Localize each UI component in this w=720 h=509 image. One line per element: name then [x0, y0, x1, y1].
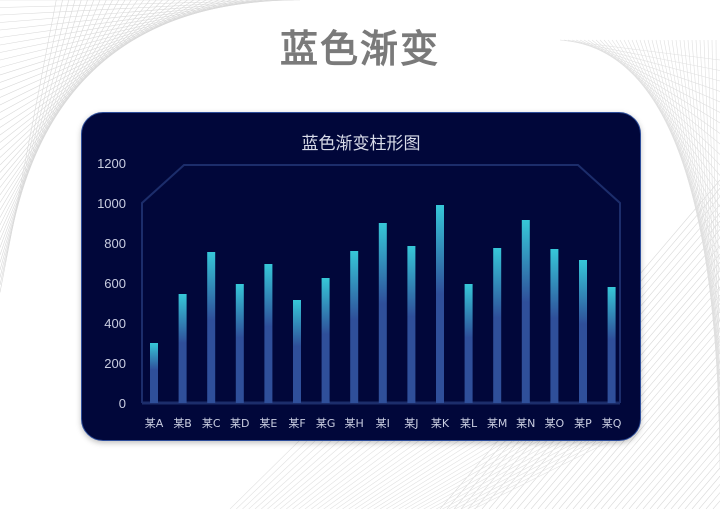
bar[interactable]	[407, 246, 416, 403]
bar[interactable]	[235, 284, 244, 403]
bar[interactable]	[607, 287, 616, 403]
x-tick-label: 某K	[431, 417, 450, 430]
chart-title: 蓝色渐变柱形图	[301, 134, 421, 154]
chart-card: 蓝色渐变柱形图 0 200 400 600 800 1000 1200 某A 某B 某C 某D 某E 某…	[81, 112, 641, 441]
y-tick-label: 600	[104, 276, 126, 291]
bar[interactable]	[293, 300, 301, 403]
bar[interactable]	[207, 252, 216, 403]
x-tick-label: 某F	[288, 417, 305, 430]
bar[interactable]	[493, 248, 502, 403]
bar[interactable]	[521, 220, 530, 403]
bar[interactable]	[436, 205, 444, 403]
x-tick-label: 某E	[259, 417, 277, 430]
y-tick-label: 200	[104, 356, 126, 371]
x-tick-label: 某O	[545, 417, 565, 430]
page-title: 蓝色渐变	[279, 27, 440, 71]
x-tick-label: 某N	[516, 417, 535, 430]
bar[interactable]	[550, 249, 559, 403]
x-tick-label: 某C	[202, 417, 221, 430]
bar[interactable]	[178, 294, 187, 403]
x-tick-label: 某D	[230, 417, 249, 430]
bar[interactable]	[150, 343, 158, 403]
bar[interactable]	[464, 284, 473, 403]
x-tick-label: 某B	[173, 417, 192, 430]
x-tick-label: 某J	[404, 417, 418, 430]
x-tick-label: 某A	[145, 417, 164, 430]
bar[interactable]	[378, 223, 387, 403]
x-tick-label: 某H	[345, 417, 364, 430]
y-tick-label: 1200	[97, 156, 126, 171]
bar-chart: 0 200 400 600 800 1000 1200 某A 某B 某C 某D 某E 某F 某G 某H 某I 某…	[97, 156, 622, 430]
x-tick-label: 某G	[316, 417, 336, 430]
x-tick-label: 某I	[376, 417, 390, 430]
y-tick-label: 0	[119, 396, 126, 411]
bar[interactable]	[321, 278, 330, 403]
x-tick-label: 某M	[487, 417, 508, 430]
y-tick-label: 1000	[97, 196, 126, 211]
bar[interactable]	[350, 251, 359, 403]
x-tick-label: 某L	[460, 417, 478, 430]
x-tick-label: 某Q	[602, 417, 622, 430]
y-tick-label: 800	[104, 236, 126, 251]
bar[interactable]	[264, 264, 273, 403]
x-tick-label: 某P	[574, 417, 592, 430]
y-tick-label: 400	[104, 316, 126, 331]
bar[interactable]	[579, 260, 587, 403]
